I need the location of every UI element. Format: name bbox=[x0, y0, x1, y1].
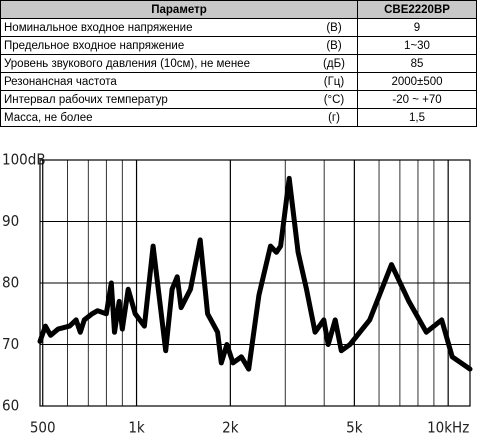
y-tick-label: 100dB bbox=[2, 151, 46, 169]
header-cell: CBE2220BP bbox=[357, 0, 477, 19]
table-row: Интервал рабочих температур (°С) -20 ~ +70 bbox=[0, 90, 477, 109]
header-row: Параметр CBE2220BP bbox=[0, 0, 477, 19]
table-row: Номинальное входное напряжение (В) 9 bbox=[0, 18, 477, 37]
param-name: Предельное входное напряжение bbox=[0, 36, 311, 55]
param-value: -20 ~ +70 bbox=[357, 90, 477, 109]
table-row: Масса, не более (г) 1,5 bbox=[0, 108, 477, 127]
param-name: Номинальное входное напряжение bbox=[0, 18, 311, 37]
x-tick-label: 1k bbox=[128, 419, 145, 437]
param-name: Масса, не более bbox=[0, 108, 311, 127]
x-tick-label: 500 bbox=[30, 419, 56, 437]
param-unit: (В) bbox=[311, 36, 358, 55]
param-unit: (°С) bbox=[311, 90, 358, 109]
param-value: 1~30 bbox=[357, 36, 477, 55]
spec-table: Параметр CBE2220BP Номинальное входное н… bbox=[0, 0, 477, 127]
param-name: Резонансная частота bbox=[0, 72, 311, 91]
response-curve bbox=[37, 175, 473, 372]
param-value: 9 bbox=[357, 18, 477, 37]
param-value: 85 bbox=[357, 54, 477, 73]
chart: 60 70 80 90 100dB 500 1k 2k 5k 10kHz bbox=[2, 151, 473, 437]
x-tick-label: 2k bbox=[222, 419, 239, 437]
param-unit: (Гц) bbox=[311, 72, 358, 91]
param-name: Уровень звукового давления (10см), не ме… bbox=[0, 54, 311, 73]
y-tick-label: 70 bbox=[2, 335, 19, 353]
table-row: Предельное входное напряжение (В) 1~30 bbox=[0, 36, 477, 55]
y-tick-label: 90 bbox=[2, 212, 19, 230]
x-tick-label: 5k bbox=[346, 419, 363, 437]
y-tick-label: 60 bbox=[2, 397, 19, 415]
param-unit: (В) bbox=[311, 18, 358, 37]
param-value: 1,5 bbox=[357, 108, 477, 127]
table-row: Резонансная частота (Гц) 2000±500 bbox=[0, 72, 477, 91]
y-tick-label: 80 bbox=[2, 274, 19, 292]
header-cell: Параметр bbox=[0, 0, 358, 19]
param-value: 2000±500 bbox=[357, 72, 477, 91]
table-row: Уровень звукового давления (10см), не ме… bbox=[0, 54, 477, 73]
param-unit: (г) bbox=[311, 108, 358, 127]
param-unit: (дБ) bbox=[311, 54, 358, 73]
param-name: Интервал рабочих температур bbox=[0, 90, 311, 109]
x-tick-label: 10kHz bbox=[427, 419, 469, 437]
